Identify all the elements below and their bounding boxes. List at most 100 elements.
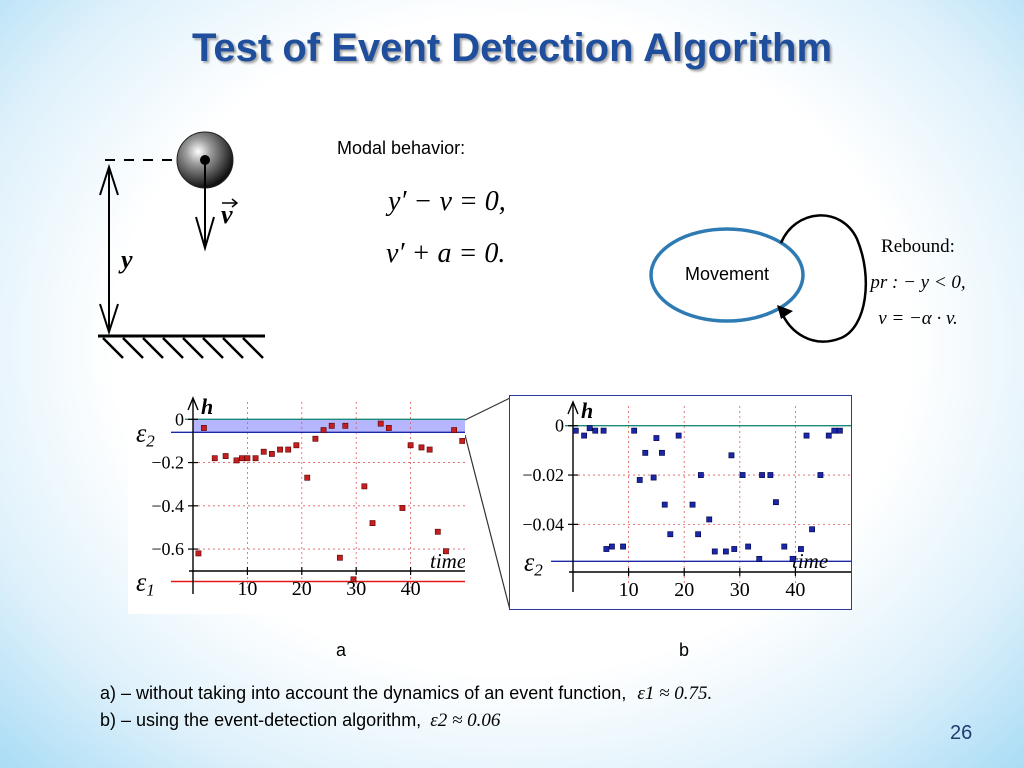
rebound-action: v = −α · v. — [878, 308, 958, 329]
data-point — [252, 455, 259, 462]
y-tick-label: −0.4 — [151, 496, 184, 516]
x-tick-label: 30 — [346, 578, 366, 600]
data-point — [328, 422, 335, 429]
data-point — [600, 427, 607, 434]
x-tick-label: 30 — [730, 579, 750, 601]
data-point — [399, 505, 406, 511]
epsilon-annotation: ε1 — [136, 568, 155, 600]
data-point — [418, 444, 425, 451]
data-point — [244, 455, 251, 462]
data-point — [739, 472, 746, 478]
rebound-transition-arrowhead — [777, 305, 793, 319]
chart-b: 10 20 30 40 0 −0.02 −0.04 h time ε2 — [509, 395, 852, 610]
y-axis-arrow-icon — [567, 400, 579, 415]
y-axis-arrow-icon — [187, 396, 199, 411]
data-point — [773, 499, 779, 506]
x-tick-label: 10 — [237, 578, 257, 600]
movement-state-node — [649, 227, 805, 323]
zoom-connector — [464, 397, 511, 611]
data-point — [653, 435, 660, 441]
data-point — [667, 531, 674, 538]
data-point — [443, 548, 449, 555]
data-point — [825, 432, 832, 439]
y-tick-label: −0.2 — [151, 453, 184, 473]
x-axis-title: time — [792, 549, 828, 573]
data-point — [320, 427, 327, 434]
x-tick-label: 40 — [401, 578, 421, 600]
rebound-transition-arc — [779, 214, 868, 343]
data-point — [451, 427, 458, 434]
data-point — [711, 548, 718, 555]
data-point — [728, 452, 735, 459]
data-point — [756, 555, 763, 562]
data-point — [817, 472, 824, 478]
data-point — [675, 432, 682, 439]
y-tick-label: −0.04 — [522, 514, 564, 534]
data-point — [336, 554, 343, 561]
data-point — [293, 442, 300, 449]
caption-a-math: ε1 ≈ 0.75. — [637, 683, 713, 704]
vector-arrow-icon — [222, 198, 239, 208]
data-point — [809, 526, 815, 533]
data-point — [459, 438, 465, 444]
slide-number: 26 — [950, 722, 973, 744]
data-point — [697, 472, 704, 478]
velocity-arrow-head — [195, 216, 215, 252]
data-point — [781, 543, 788, 550]
caption: a) – without taking into account the dyn… — [100, 680, 712, 734]
data-point — [650, 474, 657, 481]
caption-line-a: a) – without taking into account the dyn… — [100, 680, 712, 707]
rebound-transition-label: Rebound: pr : − y < 0, v = −α · v. — [862, 229, 974, 337]
data-point — [195, 550, 202, 557]
data-point — [377, 420, 384, 427]
equation-1: y′ − v = 0, — [388, 186, 506, 217]
panel-label-a: a — [336, 640, 347, 660]
data-point — [661, 501, 668, 508]
data-point — [642, 449, 649, 456]
panel-label-b: b — [679, 640, 690, 660]
data-point — [268, 451, 275, 457]
data-point — [706, 516, 713, 523]
ball-diagram — [98, 131, 265, 359]
x-tick-label: 10 — [619, 579, 639, 601]
data-point — [304, 474, 311, 481]
data-point — [636, 477, 643, 483]
data-point — [369, 520, 376, 527]
data-point — [581, 432, 588, 439]
caption-line-b: b) – using the event-detection algorithm… — [100, 707, 712, 734]
data-point — [260, 448, 267, 455]
y-tick-label: 0 — [175, 409, 184, 429]
data-point — [200, 425, 207, 431]
state-diagram — [649, 214, 868, 343]
height-arrow-head-top — [99, 163, 119, 196]
data-point — [385, 425, 392, 431]
data-point — [222, 453, 229, 459]
x-tick-label: 20 — [674, 579, 694, 601]
x-tick-label: 20 — [292, 578, 312, 600]
data-point — [426, 446, 433, 453]
data-point — [603, 546, 610, 552]
data-point — [361, 483, 368, 490]
y-tick-label: 0 — [555, 416, 564, 436]
slide-title: Test of Event Detection Algorithm — [191, 26, 833, 70]
modal-behavior-label: Modal behavior: — [337, 138, 466, 158]
y-axis-title: h — [581, 398, 593, 423]
epsilon-annotation: ε2 — [136, 418, 155, 450]
data-point — [233, 457, 240, 464]
rebound-title: Rebound: — [881, 236, 955, 257]
epsilon-annotation: ε2 — [524, 547, 543, 579]
data-point — [631, 427, 638, 434]
data-point — [723, 548, 729, 555]
data-point — [659, 449, 665, 456]
movement-state-label: Movement — [684, 264, 770, 284]
data-point — [350, 576, 357, 583]
rebound-predicate: pr : − y < 0, — [870, 272, 966, 293]
data-point — [731, 546, 738, 552]
y-tick-label: −0.6 — [151, 539, 184, 559]
data-point — [211, 455, 218, 462]
caption-a-text: a) – without taking into account the dyn… — [100, 683, 627, 703]
data-point — [759, 472, 765, 478]
data-point — [312, 435, 319, 442]
data-point — [695, 531, 701, 538]
